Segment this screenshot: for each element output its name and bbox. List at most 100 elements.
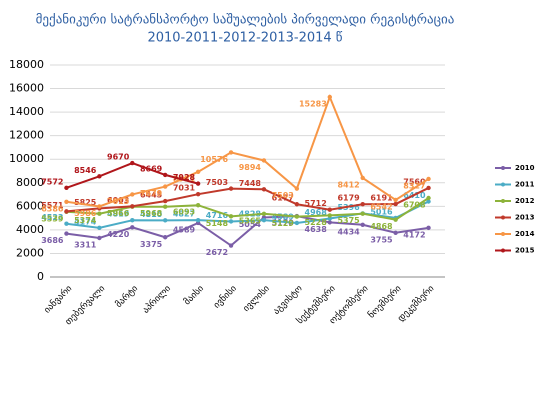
point bbox=[64, 209, 69, 214]
y-tick-label: 4000 bbox=[16, 223, 44, 236]
point bbox=[130, 204, 135, 209]
point bbox=[393, 201, 398, 207]
point bbox=[130, 192, 135, 197]
value-label: 7928 bbox=[173, 173, 196, 182]
point bbox=[97, 204, 102, 209]
value-label: 6445 bbox=[140, 191, 163, 200]
y-tick-label: 18000 bbox=[9, 58, 44, 71]
point bbox=[228, 186, 234, 191]
legend-marker bbox=[501, 248, 505, 253]
value-label: 7448 bbox=[239, 179, 262, 188]
point bbox=[360, 202, 365, 207]
point bbox=[426, 199, 431, 204]
value-label: 4523 bbox=[41, 213, 63, 222]
point bbox=[261, 211, 267, 217]
x-tick-label: მარტი bbox=[113, 283, 140, 310]
value-label: 3311 bbox=[74, 241, 97, 250]
value-label: 3755 bbox=[370, 235, 393, 244]
value-label: 7503 bbox=[206, 178, 228, 187]
series-line bbox=[66, 94, 430, 208]
point bbox=[130, 160, 135, 166]
legend-label: 2011 bbox=[515, 181, 535, 189]
legend-label: 2010 bbox=[515, 164, 535, 172]
y-tick-label: 0 bbox=[37, 270, 44, 283]
value-label: 5054 bbox=[239, 220, 262, 229]
value-label: 4868 bbox=[370, 222, 393, 231]
value-label: 4819 bbox=[107, 210, 130, 219]
point bbox=[97, 225, 102, 231]
point bbox=[130, 225, 135, 230]
chart-subtitle: 2010-2011-2012-2013-2014 წ bbox=[147, 31, 342, 46]
point bbox=[393, 230, 398, 235]
point bbox=[327, 207, 332, 212]
value-label: 5968 bbox=[140, 209, 163, 218]
point bbox=[327, 213, 332, 218]
value-label: 4638 bbox=[305, 225, 328, 234]
y-tick-label: 10000 bbox=[9, 152, 44, 165]
legend-marker bbox=[501, 166, 505, 170]
point bbox=[195, 191, 201, 197]
value-label: 3375 bbox=[140, 240, 163, 249]
series-line bbox=[66, 197, 430, 221]
point bbox=[228, 214, 234, 219]
value-label: 4589 bbox=[272, 212, 295, 221]
value-label: 5571 bbox=[41, 201, 64, 210]
legend-marker bbox=[501, 199, 505, 203]
x-tick-label: აპრილი bbox=[140, 283, 173, 316]
value-label: 4172 bbox=[403, 230, 425, 239]
value-label: 9670 bbox=[107, 153, 130, 162]
value-label: 5228 bbox=[305, 218, 328, 227]
value-label: 5148 bbox=[206, 219, 229, 228]
value-label: 5712 bbox=[305, 199, 327, 208]
value-label: 8669 bbox=[140, 164, 163, 173]
point bbox=[426, 185, 431, 191]
value-label: 7679 bbox=[140, 189, 163, 198]
y-tick-label: 12000 bbox=[9, 129, 44, 142]
value-label: 5365 bbox=[239, 216, 262, 225]
value-label: 5966 bbox=[107, 209, 130, 218]
point bbox=[228, 219, 234, 224]
point bbox=[195, 181, 201, 186]
point bbox=[360, 175, 365, 181]
x-tick-label: ივნისი bbox=[211, 283, 239, 311]
point bbox=[195, 217, 201, 223]
y-tick-label: 6000 bbox=[16, 199, 44, 212]
value-label: 6708 bbox=[403, 200, 426, 209]
y-tick-label: 8000 bbox=[16, 176, 44, 189]
value-label: 5374 bbox=[74, 216, 97, 225]
x-tick-label: ივლისი bbox=[241, 283, 272, 314]
legend-marker bbox=[501, 182, 505, 187]
point bbox=[64, 185, 69, 191]
point bbox=[261, 158, 267, 163]
value-label: 6542 bbox=[370, 202, 392, 211]
point bbox=[163, 184, 168, 189]
point bbox=[64, 221, 69, 226]
value-label: 4174 bbox=[74, 217, 97, 226]
value-label: 5986 bbox=[74, 209, 97, 218]
point bbox=[261, 217, 267, 223]
legend-marker bbox=[501, 232, 505, 236]
point bbox=[426, 195, 431, 201]
value-label: 7031 bbox=[173, 184, 196, 193]
value-label: 8327 bbox=[403, 181, 425, 190]
legend-label: 2012 bbox=[515, 197, 535, 205]
point bbox=[97, 174, 102, 179]
y-tick-label: 16000 bbox=[9, 82, 44, 95]
point bbox=[294, 220, 300, 226]
value-label: 4827 bbox=[173, 210, 195, 219]
value-label: 8412 bbox=[337, 180, 359, 189]
point bbox=[64, 199, 69, 204]
point bbox=[195, 203, 201, 208]
series-line bbox=[66, 187, 429, 213]
value-label: 3686 bbox=[41, 236, 64, 245]
point bbox=[294, 202, 300, 207]
point bbox=[327, 216, 332, 221]
point bbox=[426, 225, 431, 231]
point bbox=[261, 187, 267, 192]
point bbox=[393, 217, 398, 222]
point bbox=[294, 214, 300, 219]
value-label: 5016 bbox=[370, 207, 393, 216]
value-label: 6191 bbox=[370, 194, 393, 203]
value-label: 9894 bbox=[239, 163, 262, 172]
point bbox=[360, 222, 365, 227]
